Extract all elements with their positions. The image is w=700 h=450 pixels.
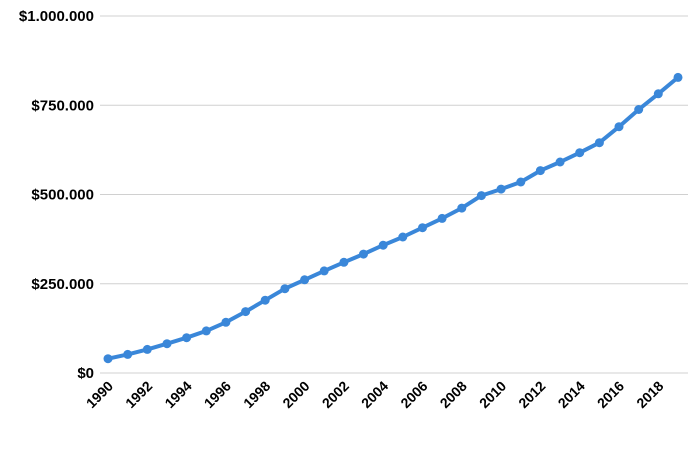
series-layer — [103, 72, 683, 364]
data-point — [378, 240, 388, 250]
x-tick-label: 2008 — [437, 378, 470, 411]
series-line — [106, 75, 680, 361]
data-point — [359, 249, 368, 259]
data-point — [339, 257, 349, 267]
data-point — [653, 89, 663, 99]
grid-layer — [100, 15, 688, 374]
data-point — [221, 317, 231, 327]
data-point — [241, 307, 251, 317]
data-point — [634, 105, 644, 114]
x-tick-label: 2014 — [555, 378, 588, 411]
data-point — [418, 223, 427, 233]
data-point — [496, 184, 506, 194]
data-point — [123, 349, 133, 359]
x-tick-label: 1994 — [161, 378, 194, 411]
data-point — [437, 213, 447, 223]
x-tick-label: 2002 — [319, 378, 352, 411]
data-point — [594, 138, 604, 148]
data-point — [516, 177, 526, 187]
x-tick-label: 1990 — [83, 378, 116, 411]
x-tick-label: 2010 — [476, 378, 509, 411]
data-point — [476, 191, 486, 201]
data-point — [457, 203, 467, 213]
y-tick-label: $750.000 — [31, 97, 94, 114]
data-point — [182, 333, 192, 343]
data-point — [142, 344, 152, 354]
data-point — [319, 266, 329, 276]
x-tick-label: 2000 — [279, 378, 312, 411]
data-point — [575, 148, 585, 158]
data-point — [280, 284, 290, 294]
data-point — [300, 275, 310, 285]
y-tick-label: $500.000 — [31, 187, 94, 204]
x-tick-label: 1992 — [122, 378, 155, 411]
x-tick-label: 2016 — [594, 378, 627, 411]
x-tick-label: 2004 — [358, 378, 391, 411]
x-tick-label: 1998 — [240, 378, 273, 411]
data-point — [555, 157, 565, 167]
y-tick-label: $0 — [77, 365, 94, 382]
data-point — [260, 295, 270, 305]
data-point — [103, 354, 113, 364]
data-point — [614, 122, 624, 132]
data-point — [398, 232, 408, 242]
x-tick-label: 2012 — [515, 378, 548, 411]
y-tick-label: $250.000 — [31, 276, 94, 293]
x-tick-label: 1996 — [201, 378, 234, 411]
y-axis: $0 $250.000 $500.000 $750.000 $1.000.000 — [19, 8, 94, 382]
data-point — [201, 326, 211, 336]
data-point — [535, 166, 545, 176]
data-point — [162, 339, 172, 349]
x-tick-label: 2018 — [633, 378, 666, 411]
x-axis: 1990 1992 1994 1996 1998 2000 2002 2004 2006 2008… — [83, 378, 667, 411]
y-tick-label: $1.000.000 — [19, 8, 94, 25]
x-tick-label: 2006 — [397, 378, 430, 411]
data-point — [673, 72, 683, 82]
